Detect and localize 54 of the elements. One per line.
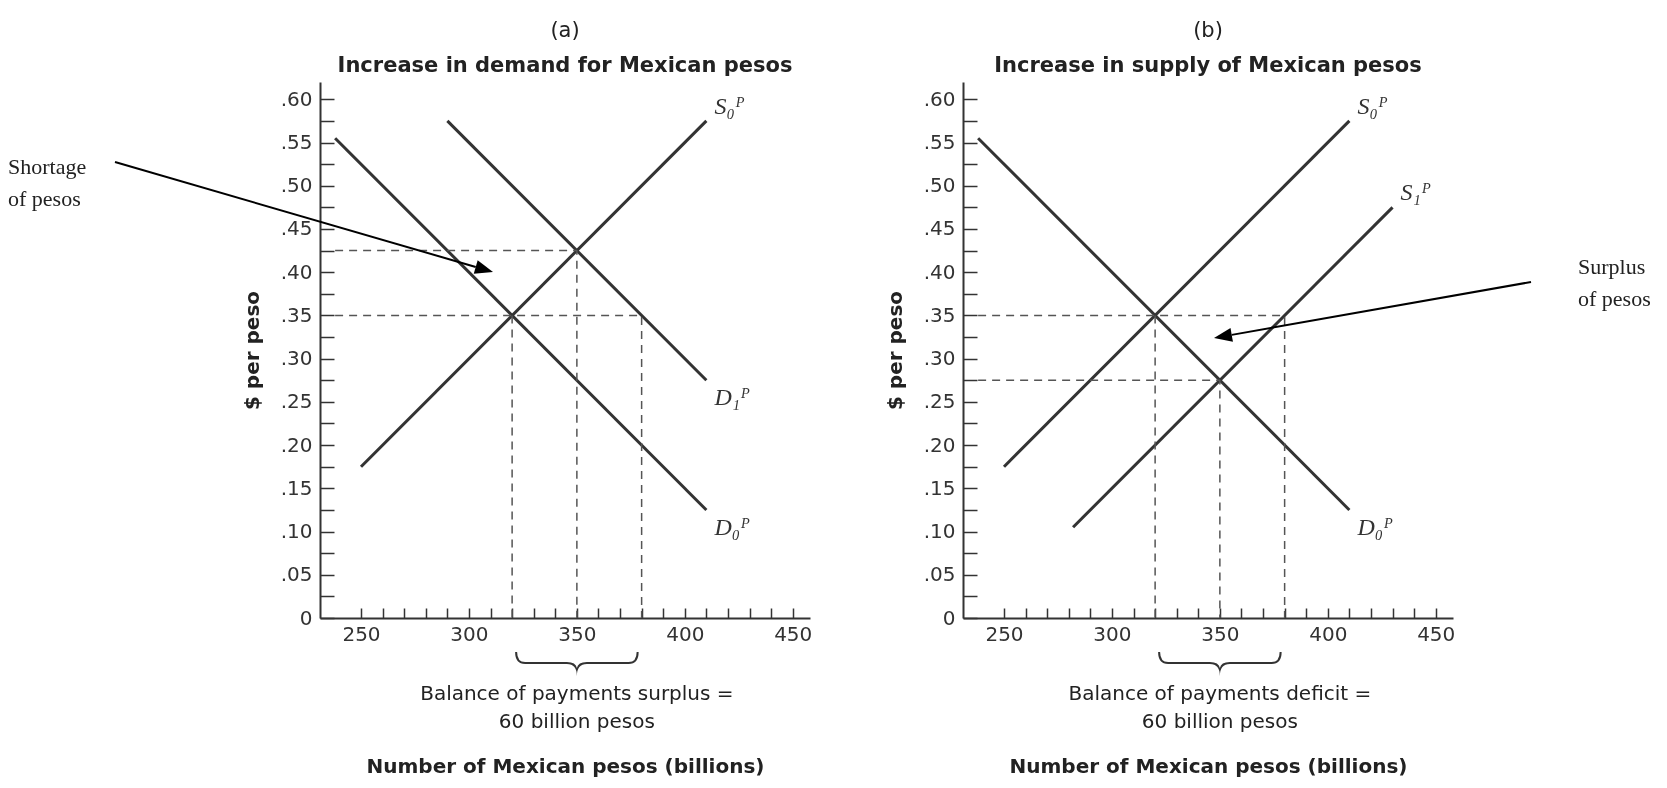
series-label: D₁ᴾ <box>713 384 751 411</box>
series-label: S₁ᴾ <box>1400 179 1431 206</box>
y-tick-label: .05 <box>280 562 313 587</box>
x-tick-label: 300 <box>450 621 489 646</box>
series-label: D₀ᴾ <box>713 513 751 540</box>
y-axis-title: $ per peso <box>882 290 907 411</box>
y-tick-label: .30 <box>280 346 313 371</box>
series-label: S₀ᴾ <box>1357 92 1388 119</box>
y-tick-label: .20 <box>923 432 956 457</box>
text: Surplus of pesos <box>1578 254 1651 311</box>
y-tick-label: .40 <box>923 259 956 284</box>
series-label: S₀ᴾ <box>714 92 745 119</box>
y-tick-label: 0 <box>299 605 313 630</box>
y-axis-title: $ per peso <box>239 290 264 411</box>
y-tick-label: .25 <box>923 389 956 414</box>
y-tick-label: .10 <box>923 519 956 544</box>
text: Balance of payments deficit = 60 billion pesos <box>1068 681 1372 733</box>
x-tick-label: 450 <box>774 621 813 646</box>
text: Shortage of pesos <box>8 154 87 211</box>
y-tick-label: .15 <box>923 475 956 500</box>
x-tick-label: 300 <box>1093 621 1132 646</box>
y-tick-label: .35 <box>923 302 956 327</box>
y-tick-label: .30 <box>923 346 956 371</box>
y-tick-label: .60 <box>923 86 956 111</box>
chart-subtitle: Increase in demand for Mexican pesos <box>337 53 793 77</box>
y-tick-label: 0 <box>942 605 956 630</box>
series-label: D₀ᴾ <box>1356 513 1394 540</box>
y-tick-label: .55 <box>923 130 956 155</box>
x-tick-label: 250 <box>985 621 1024 646</box>
x-axis-title: Number of Mexican pesos (billions) <box>366 753 765 778</box>
chart-title: (b) <box>1193 18 1223 42</box>
x-axis-title: Number of Mexican pesos (billions) <box>1009 753 1408 778</box>
y-tick-label: .45 <box>280 216 313 241</box>
y-tick-label: .20 <box>280 432 313 457</box>
chart-subtitle: Increase in supply of Mexican pesos <box>994 53 1422 77</box>
y-tick-label: .15 <box>280 475 313 500</box>
x-tick-label: 450 <box>1417 621 1456 646</box>
y-tick-label: .35 <box>280 302 313 327</box>
y-tick-label: .50 <box>280 173 313 198</box>
y-tick-label: .40 <box>280 259 313 284</box>
x-tick-label: 250 <box>342 621 381 646</box>
x-tick-label: 400 <box>666 621 705 646</box>
chart-title: (a) <box>550 18 580 42</box>
y-tick-label: .05 <box>923 562 956 587</box>
y-tick-label: .45 <box>923 216 956 241</box>
y-tick-label: .60 <box>280 86 313 111</box>
x-tick-label: 350 <box>558 621 597 646</box>
y-tick-label: .50 <box>923 173 956 198</box>
y-tick-label: .55 <box>280 130 313 155</box>
text: Balance of payments surplus = 60 billion pesos <box>420 681 734 733</box>
x-tick-label: 400 <box>1309 621 1348 646</box>
y-tick-label: .10 <box>280 519 313 544</box>
x-tick-label: 350 <box>1201 621 1240 646</box>
y-tick-label: .25 <box>280 389 313 414</box>
